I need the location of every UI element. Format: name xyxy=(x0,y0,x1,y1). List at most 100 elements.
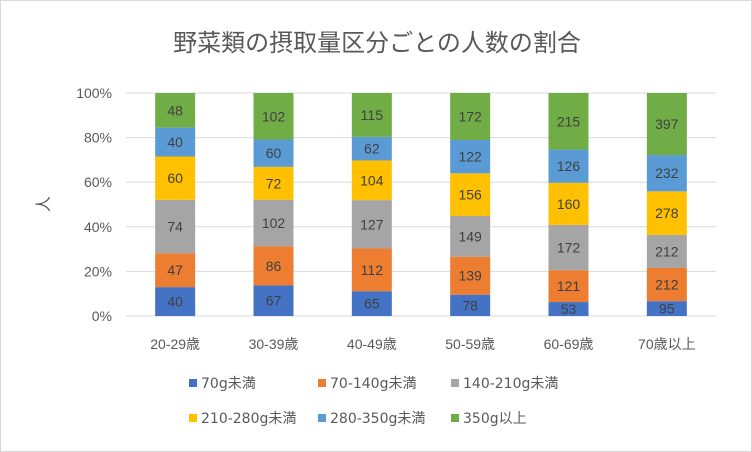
data-label: 40 xyxy=(167,294,183,310)
bar-segment xyxy=(155,199,196,254)
bar-segment xyxy=(155,253,196,288)
data-label: 160 xyxy=(557,196,581,212)
data-label: 149 xyxy=(458,228,482,244)
x-tick-label: 70歳以上 xyxy=(638,336,696,352)
bar-segment xyxy=(450,215,491,257)
data-label: 212 xyxy=(655,277,679,293)
bar-segment xyxy=(450,256,491,295)
bar-segment xyxy=(548,302,589,316)
bar-segment xyxy=(253,246,294,286)
data-label: 95 xyxy=(659,301,675,317)
data-label: 122 xyxy=(458,149,482,165)
x-tick-label: 40-49歳 xyxy=(347,336,397,352)
legend-entry: 70g未満 xyxy=(201,376,256,392)
data-label: 67 xyxy=(266,293,282,309)
bar-segment xyxy=(253,93,294,140)
chart-title: 野菜類の摂取量区分ごとの人数の割合 xyxy=(173,29,581,57)
bar-segment xyxy=(155,156,196,200)
bar-segment xyxy=(351,160,392,201)
data-label: 62 xyxy=(364,141,380,157)
data-label: 215 xyxy=(557,113,581,129)
data-label: 115 xyxy=(361,107,384,123)
data-label: 53 xyxy=(561,301,577,317)
legend-entry: 280-350g未満 xyxy=(330,411,425,427)
gridlines xyxy=(126,92,716,317)
bar-segment xyxy=(548,93,589,150)
bar-segment xyxy=(155,287,196,316)
bar-segment xyxy=(450,93,491,141)
data-label: 127 xyxy=(360,216,384,232)
data-label: 278 xyxy=(655,205,679,221)
legend-entry: 70-140g未満 xyxy=(330,376,416,392)
data-label: 102 xyxy=(262,215,286,231)
y-tick-label: 80% xyxy=(84,130,112,146)
legend-swatch xyxy=(189,414,197,422)
y-tick-label: 100% xyxy=(76,85,112,101)
bar-segment xyxy=(351,248,392,292)
bar-segment xyxy=(646,301,687,316)
y-tick-label: 40% xyxy=(84,219,112,235)
y-tick-label: 60% xyxy=(84,174,112,190)
bar-segment xyxy=(646,155,687,192)
data-label: 48 xyxy=(167,102,183,118)
bar-segment xyxy=(351,200,392,249)
bar-segment xyxy=(155,93,196,128)
bar-segment xyxy=(253,166,294,200)
bar-segment xyxy=(253,139,294,167)
bars: 40 47 74 60 40 48 67 86 102 72 60 102 65 112 127 104 62 1… xyxy=(155,93,687,317)
x-tick-label: 20-29歳 xyxy=(150,336,200,352)
bar-segment xyxy=(351,93,392,137)
data-label: 112 xyxy=(361,262,384,278)
bar-segment xyxy=(548,182,589,225)
bar-segment xyxy=(548,149,589,183)
data-label: 72 xyxy=(266,175,282,191)
legend-swatch xyxy=(318,379,326,387)
data-label: 121 xyxy=(557,278,581,294)
bar-segment xyxy=(548,224,589,271)
legend: 70g未満 70-140g未満 140-210g未満 210-280g未満 280-35… xyxy=(189,376,558,427)
bar-segment xyxy=(155,127,196,157)
legend-swatch xyxy=(451,414,459,422)
x-tick-label: 30-39歳 xyxy=(249,336,299,352)
data-label: 60 xyxy=(167,170,183,186)
y-axis-ticks: 0% 20% 40% 60% 80% 100% xyxy=(76,85,112,324)
data-label: 60 xyxy=(266,145,282,161)
data-label: 126 xyxy=(557,158,581,174)
bar-segment xyxy=(351,136,392,161)
data-label: 172 xyxy=(458,109,482,125)
bar-segment xyxy=(646,191,687,235)
x-tick-label: 60-69歳 xyxy=(544,336,594,352)
data-label: 40 xyxy=(167,134,183,150)
bar-segment xyxy=(450,173,491,216)
bar-segment xyxy=(351,291,392,316)
legend-entry: 140-210g未満 xyxy=(463,376,558,392)
bar-segment xyxy=(646,267,687,302)
data-label: 47 xyxy=(167,262,183,278)
x-tick-label: 50-59歳 xyxy=(445,336,495,352)
x-axis-ticks: 20-29歳 30-39歳 40-49歳 50-59歳 60-69歳 70歳以上 xyxy=(150,336,695,352)
bar-segment xyxy=(253,199,294,247)
data-label: 212 xyxy=(655,243,679,259)
data-label: 156 xyxy=(458,187,482,203)
y-axis-label: 人 xyxy=(34,196,53,212)
bar-segment xyxy=(646,234,687,268)
bar-segment xyxy=(450,140,491,174)
data-label: 78 xyxy=(462,297,478,313)
data-label: 74 xyxy=(167,219,183,235)
data-label: 139 xyxy=(458,268,482,284)
bar-segment xyxy=(548,270,589,303)
legend-entry: 350g以上 xyxy=(463,411,527,427)
y-tick-label: 20% xyxy=(84,263,112,279)
data-label: 86 xyxy=(266,258,282,274)
bar-segment xyxy=(450,294,491,316)
data-label: 397 xyxy=(655,116,679,132)
data-label: 172 xyxy=(557,240,581,256)
data-label: 232 xyxy=(655,165,679,181)
legend-swatch xyxy=(318,414,326,422)
data-label: 65 xyxy=(364,296,380,312)
y-tick-label: 0% xyxy=(92,308,112,324)
legend-swatch xyxy=(189,379,197,387)
legend-swatch xyxy=(451,379,459,387)
